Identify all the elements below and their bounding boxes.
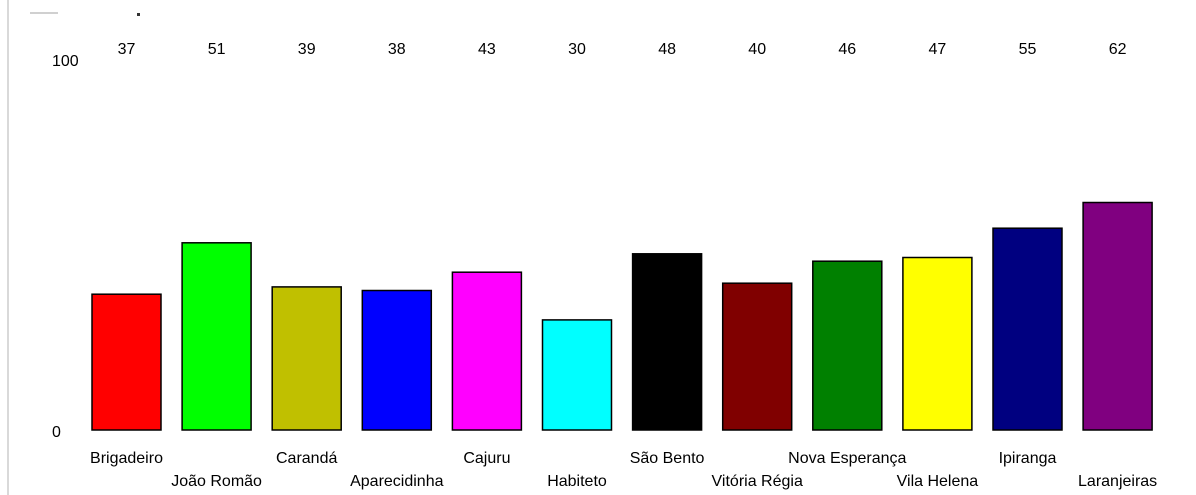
value-label-10: 55 bbox=[1019, 41, 1037, 58]
value-label-9: 47 bbox=[929, 41, 947, 58]
value-label-4: 43 bbox=[478, 41, 496, 58]
value-labels: 37 51 39 38 43 30 48 40 46 47 55 62 bbox=[118, 41, 1127, 58]
category-label-7: Vitória Régia bbox=[712, 473, 803, 490]
category-label-11: Laranjeiras bbox=[1078, 473, 1157, 490]
bar-series bbox=[91, 201, 1153, 431]
value-label-3: 38 bbox=[388, 41, 406, 58]
bar-4 bbox=[451, 271, 523, 431]
bar-7 bbox=[721, 282, 793, 431]
category-label-4: Cajuru bbox=[463, 450, 510, 467]
category-label-0: Brigadeiro bbox=[90, 450, 163, 467]
value-label-6: 48 bbox=[658, 41, 676, 58]
value-label-11: 62 bbox=[1109, 41, 1127, 58]
value-label-5: 30 bbox=[568, 41, 586, 58]
category-label-2: Carandá bbox=[276, 450, 337, 467]
category-label-8: Nova Esperança bbox=[788, 450, 906, 467]
bar-2 bbox=[271, 286, 342, 431]
category-label-5: Habiteto bbox=[547, 473, 607, 490]
bar-8 bbox=[812, 260, 883, 431]
bar-10 bbox=[992, 227, 1063, 431]
value-label-8: 46 bbox=[838, 41, 856, 58]
y-tick-label-0: 0 bbox=[52, 424, 61, 441]
value-label-2: 39 bbox=[298, 41, 316, 58]
y-tick-label-100: 100 bbox=[52, 53, 79, 70]
bar-6 bbox=[631, 253, 703, 431]
category-label-3: Aparecidinha bbox=[350, 473, 444, 490]
value-label-7: 40 bbox=[748, 41, 766, 58]
category-label-1: João Romão bbox=[171, 473, 262, 490]
bar-9 bbox=[902, 256, 973, 431]
category-label-9: Vila Helena bbox=[897, 473, 979, 490]
bar-11 bbox=[1082, 201, 1153, 431]
bar-1 bbox=[181, 242, 252, 431]
value-label-0: 37 bbox=[118, 41, 136, 58]
category-label-10: Ipiranga bbox=[999, 450, 1057, 467]
bar-3 bbox=[361, 289, 433, 431]
value-label-1: 51 bbox=[208, 41, 226, 58]
legend-fragment-dot bbox=[137, 13, 140, 16]
bar-0 bbox=[91, 293, 162, 431]
bar-5 bbox=[541, 319, 613, 431]
category-labels: Brigadeiro João Romão Carandá Aparecidinha C… bbox=[90, 450, 1157, 490]
window-edge bbox=[7, 0, 9, 495]
legend-fragment bbox=[30, 12, 58, 14]
category-label-6: São Bento bbox=[630, 450, 705, 467]
